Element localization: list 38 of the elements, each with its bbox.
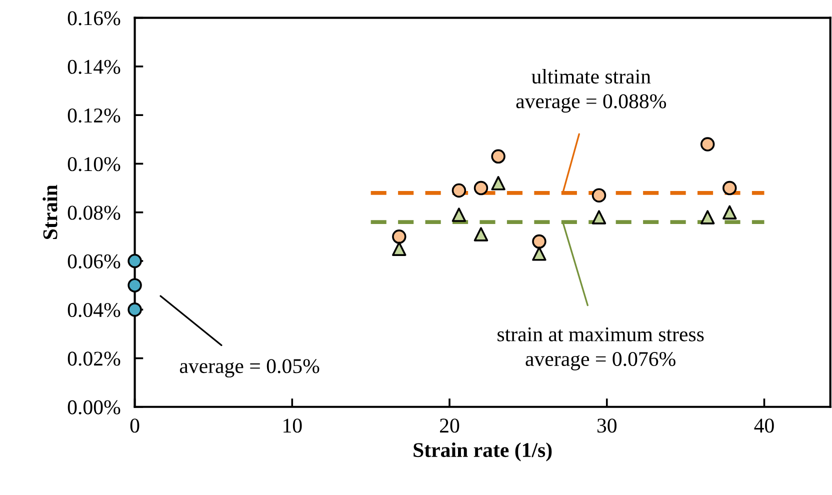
- y-tick-label: 0.02%: [68, 352, 120, 366]
- point: [491, 149, 506, 164]
- annotation: average = 0.05%: [180, 359, 320, 378]
- y-tick-label: 0.04%: [68, 302, 120, 318]
- point: [722, 205, 737, 220]
- point: [474, 180, 488, 196]
- y-tick-label: 0.06%: [68, 254, 120, 269]
- point: [452, 183, 466, 198]
- point: [128, 254, 142, 268]
- point: [722, 180, 737, 196]
- point: [491, 176, 506, 190]
- y-tick-label: 0.00%: [68, 400, 120, 414]
- annotation: ultimate strain average = 0.088%: [516, 68, 666, 113]
- point: [452, 208, 466, 222]
- x-tick-label: 30: [597, 418, 616, 433]
- point: [592, 210, 606, 224]
- point: [128, 278, 142, 292]
- annotation: strain at maximum stress average = 0.076%: [498, 327, 704, 370]
- point: [392, 230, 406, 244]
- y-tick-label: 0.14%: [68, 60, 120, 74]
- x-tick-label: 10: [284, 418, 302, 433]
- point: [700, 137, 715, 152]
- point: [592, 188, 606, 202]
- point: [128, 302, 142, 317]
- x-axis-title: Strain rate (1/s): [414, 442, 552, 462]
- y-tick-label: 0.08%: [68, 206, 120, 220]
- x-tick-label: 40: [754, 418, 774, 433]
- point: [392, 242, 406, 256]
- x-tick-label: 20: [440, 418, 460, 433]
- point: [532, 234, 546, 249]
- point: [474, 227, 488, 242]
- y-tick-label: 0.12%: [68, 108, 120, 123]
- point: [532, 246, 546, 261]
- y-tick-label: 0.16%: [68, 11, 120, 26]
- point: [700, 210, 715, 224]
- y-axis-title: Strain: [42, 184, 58, 240]
- y-tick-label: 0.10%: [68, 157, 120, 172]
- x-tick-label: 0: [130, 418, 140, 433]
